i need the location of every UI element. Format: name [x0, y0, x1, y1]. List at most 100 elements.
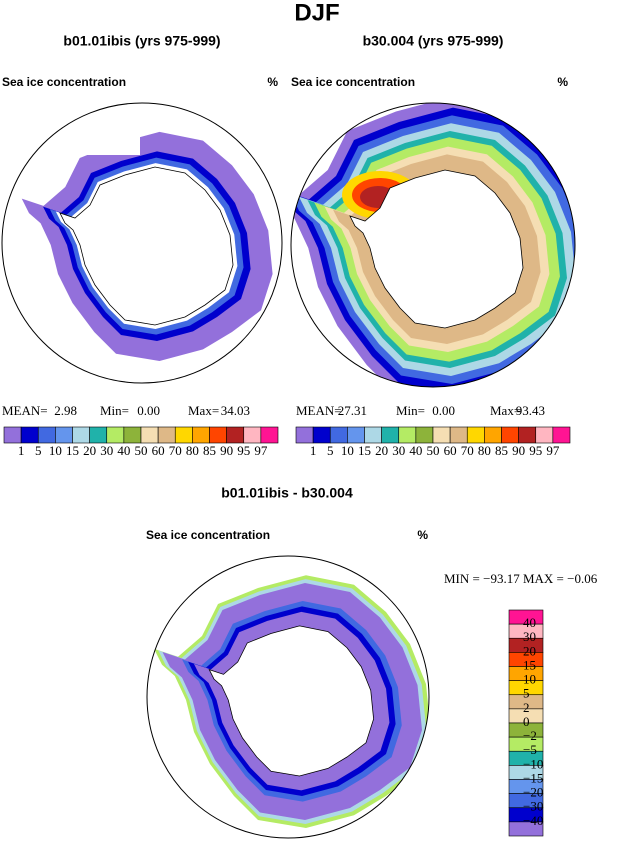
colorbar-box — [432, 426, 451, 444]
stat-value: 0.00 — [432, 403, 455, 418]
colorbar-label: −20 — [523, 785, 543, 800]
colorbar-box — [535, 426, 554, 444]
stat-label: Min= — [396, 403, 425, 418]
colorbar-label: 50 — [427, 443, 440, 458]
stat-value: 27.31 — [338, 403, 367, 418]
map-border — [146, 555, 430, 839]
colorbar-box — [347, 426, 365, 444]
colorbar-label: −15 — [523, 770, 543, 785]
panel-title: b01.01ibis - b30.004 — [221, 485, 353, 501]
stat-value: 2.98 — [54, 403, 77, 418]
colorbar-label: 60 — [444, 443, 457, 458]
stat-label: Max= — [188, 403, 219, 418]
colorbar-label: 97 — [546, 443, 560, 458]
colorbar-label: −10 — [523, 756, 543, 771]
colorbar-box — [518, 426, 537, 444]
colorbar-box — [89, 426, 108, 444]
variable-label: Sea ice concentration — [146, 528, 270, 542]
panel-title: b30.004 (yrs 975-999) — [363, 33, 504, 49]
colorbar-box — [484, 426, 502, 444]
units-label: % — [267, 75, 278, 89]
colorbar-box — [364, 426, 382, 444]
colorbar-box — [20, 426, 39, 444]
colorbar-label: 5 — [35, 443, 42, 458]
colorbar-label: 10 — [523, 672, 536, 687]
colorbar-label: 97 — [254, 443, 268, 458]
colorbar-label: 15 — [358, 443, 371, 458]
map-difference — [154, 575, 429, 828]
stat-label: MEAN= — [2, 403, 48, 418]
stat-label: MEAN= — [296, 403, 342, 418]
stat-value: 93.43 — [516, 403, 545, 418]
colorbar-label: −40 — [523, 813, 543, 828]
colorbar-label: 20 — [375, 443, 388, 458]
colorbar-box — [226, 426, 245, 444]
colorbar-box — [209, 426, 227, 444]
colorbar-box — [398, 426, 417, 444]
colorbar-label: 70 — [461, 443, 474, 458]
units-label: % — [417, 528, 428, 542]
colorbar-box — [3, 426, 22, 444]
colorbar-box — [312, 426, 331, 444]
colorbar-label: 15 — [66, 443, 79, 458]
colorbar-label: −2 — [523, 728, 537, 743]
colorbar-label: 1 — [18, 443, 25, 458]
colorbar-label: 10 — [49, 443, 62, 458]
stat-value: 0.00 — [137, 403, 160, 418]
colorbar-box — [72, 426, 90, 444]
stat-label: Max= — [490, 403, 521, 418]
colorbar-label: 20 — [523, 643, 536, 658]
map-left — [20, 103, 273, 361]
colorbar-label: 15 — [523, 657, 536, 672]
colorbar-box — [295, 426, 314, 444]
map-right — [291, 103, 575, 387]
colorbar-label: 40 — [409, 443, 422, 458]
colorbar-label: 90 — [512, 443, 525, 458]
colorbar-label: 0 — [523, 714, 530, 729]
map-border — [1, 102, 283, 384]
colorbar-box — [192, 426, 210, 444]
colorbar-label: 40 — [117, 443, 130, 458]
variable-label: Sea ice concentration — [291, 75, 415, 89]
colorbar-label: 95 — [237, 443, 250, 458]
colorbar-label: −30 — [523, 799, 543, 814]
colorbar-box — [243, 426, 262, 444]
colorbar-label: 30 — [100, 443, 113, 458]
colorbar-box — [260, 426, 279, 444]
colorbar-box — [329, 426, 348, 444]
colorbar-label: −5 — [523, 742, 537, 757]
colorbar-box — [37, 426, 56, 444]
colorbar-label: 5 — [523, 686, 530, 701]
colorbar-label: 90 — [220, 443, 233, 458]
variable-label: Sea ice concentration — [2, 75, 126, 89]
colorbar-label: 85 — [495, 443, 508, 458]
colorbar-box — [140, 426, 159, 444]
units-label: % — [557, 75, 568, 89]
colorbar-box — [174, 426, 193, 444]
colorbar-box — [449, 426, 468, 444]
colorbar-label: 30 — [523, 629, 536, 644]
colorbar-box — [123, 426, 142, 444]
colorbar-label: 30 — [392, 443, 405, 458]
colorbar-box — [381, 426, 400, 444]
colorbar-label: 80 — [186, 443, 199, 458]
colorbar-box — [106, 426, 125, 444]
colorbar-label: 50 — [135, 443, 148, 458]
colorbar-label: 80 — [478, 443, 491, 458]
figure-title: DJF — [294, 0, 339, 26]
colorbar-label: 85 — [203, 443, 216, 458]
stat-label: Min= — [100, 403, 129, 418]
colorbar-label: 10 — [341, 443, 354, 458]
colorbar-label: 60 — [152, 443, 165, 458]
stat-value: 34.03 — [221, 403, 250, 418]
colorbar-box — [415, 426, 434, 444]
colorbar-box — [508, 821, 544, 837]
colorbar-box — [157, 426, 176, 444]
panel-title: b01.01ibis (yrs 975-999) — [63, 33, 220, 49]
colorbar-label: 70 — [169, 443, 182, 458]
colorbar-label: 5 — [327, 443, 334, 458]
colorbar-box — [501, 426, 519, 444]
colorbar-box — [55, 426, 73, 444]
colorbar-label: 2 — [523, 700, 530, 715]
